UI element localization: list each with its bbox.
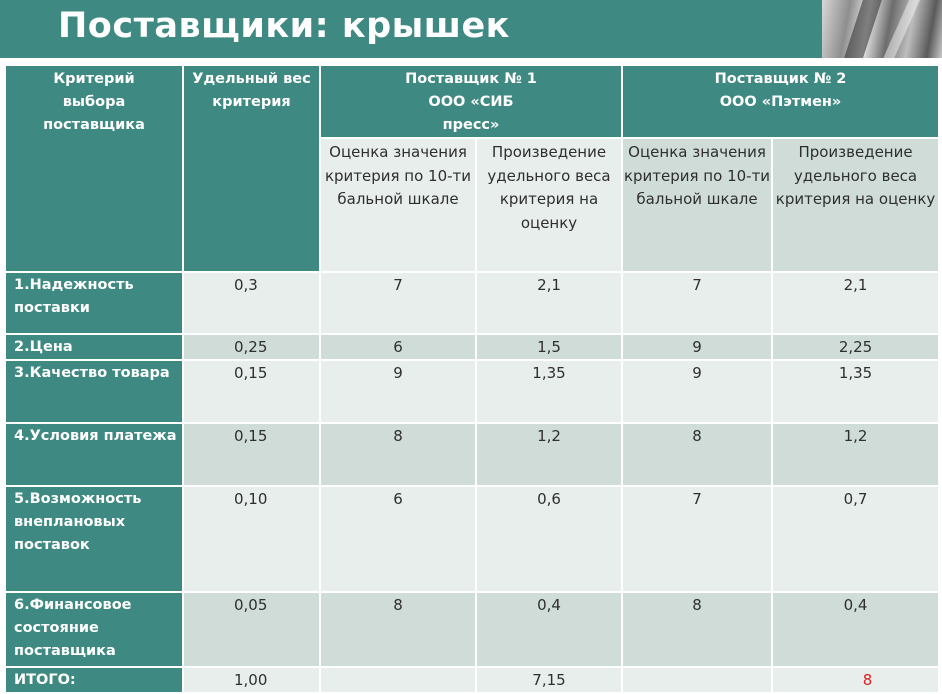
row-weight: 0,10: [182, 485, 321, 593]
header-s1-product: Произведение удельного веса критерия на …: [474, 137, 624, 273]
row-s1-product: 0,4: [474, 591, 624, 668]
header-s1-score: Оценка значения критерия по 10-ти бально…: [319, 137, 477, 273]
title-bar: Поставщики: крышек: [0, 0, 942, 58]
row-s1-score: 9: [319, 359, 477, 424]
row-weight: 0,15: [182, 422, 321, 487]
total-s1-score: [319, 666, 477, 694]
header-s2-product: Произведение удельного веса критерия на …: [771, 137, 941, 273]
row-s2-product: 1,35: [771, 359, 941, 424]
row-s1-product: 1,5: [474, 333, 624, 361]
header-supplier-1: Поставщик № 1 ООО «СИБ пресс»: [318, 64, 624, 139]
row-criterion: 6.Финансовое состояние поставщика: [4, 591, 184, 668]
row-s1-score: 6: [319, 485, 477, 593]
row-criterion: 2.Цена: [4, 333, 184, 361]
header-criterion: Критерий выбора поставщика: [4, 64, 184, 273]
row-s2-product: 0,4: [771, 591, 941, 668]
table-row: 4.Условия платежа 0,15 8 1,2 8 1,2: [4, 422, 941, 487]
page-title: Поставщики: крышек: [58, 6, 510, 46]
row-criterion: 4.Условия платежа: [4, 422, 184, 487]
row-s2-score: 9: [621, 359, 774, 424]
header-supplier-2: Поставщик № 2 ООО «Пэтмен»: [621, 64, 941, 139]
row-s2-product: 2,25: [771, 333, 941, 361]
decorative-photo: [822, 0, 942, 58]
header-weight: Удельный вес критерия: [182, 64, 321, 273]
total-row: ИТОГО: 1,00 7,15 8: [4, 666, 941, 694]
row-criterion: 3.Качество товара: [4, 359, 184, 424]
table-row: 2.Цена 0,25 6 1,5 9 2,25: [4, 333, 941, 361]
row-s1-product: 1,35: [474, 359, 624, 424]
total-weight: 1,00: [182, 666, 321, 694]
total-s2-score: [621, 666, 774, 694]
row-s1-score: 6: [319, 333, 477, 361]
row-s2-product: 2,1: [771, 271, 941, 335]
table-row: 6.Финансовое состояние поставщика 0,05 8…: [4, 591, 941, 668]
row-s2-score: 7: [621, 271, 774, 335]
table-row: 1.Надежность поставки 0,3 7 2,1 7 2,1: [4, 271, 941, 335]
row-s1-product: 1,2: [474, 422, 624, 487]
row-s1-product: 2,1: [474, 271, 624, 335]
row-s2-score: 9: [621, 333, 774, 361]
supplier-comparison-table: Критерий выбора поставщика Удельный вес …: [4, 64, 941, 694]
row-weight: 0,3: [182, 271, 321, 335]
row-weight: 0,15: [182, 359, 321, 424]
total-s1-product: 7,15: [474, 666, 624, 694]
row-s1-score: 8: [319, 591, 477, 668]
row-s2-product: 0,7: [771, 485, 941, 593]
table-row: 3.Качество товара 0,15 9 1,35 9 1,35: [4, 359, 941, 424]
row-s2-product: 1,2: [771, 422, 941, 487]
row-s2-score: 7: [621, 485, 774, 593]
row-s1-score: 8: [319, 422, 477, 487]
row-s1-product: 0,6: [474, 485, 624, 593]
row-s2-score: 8: [621, 591, 774, 668]
row-s2-score: 8: [621, 422, 774, 487]
header-s2-score: Оценка значения критерия по 10-ти бально…: [621, 137, 774, 273]
total-label: ИТОГО:: [4, 666, 184, 694]
row-weight: 0,05: [182, 591, 321, 668]
row-s1-score: 7: [319, 271, 477, 335]
table-row: 5.Возможность внеплановых поставок 0,10 …: [4, 485, 941, 593]
row-criterion: 5.Возможность внеплановых поставок: [4, 485, 184, 593]
row-weight: 0,25: [182, 333, 321, 361]
row-criterion: 1.Надежность поставки: [4, 271, 184, 335]
total-s2-product: 8: [771, 666, 941, 694]
